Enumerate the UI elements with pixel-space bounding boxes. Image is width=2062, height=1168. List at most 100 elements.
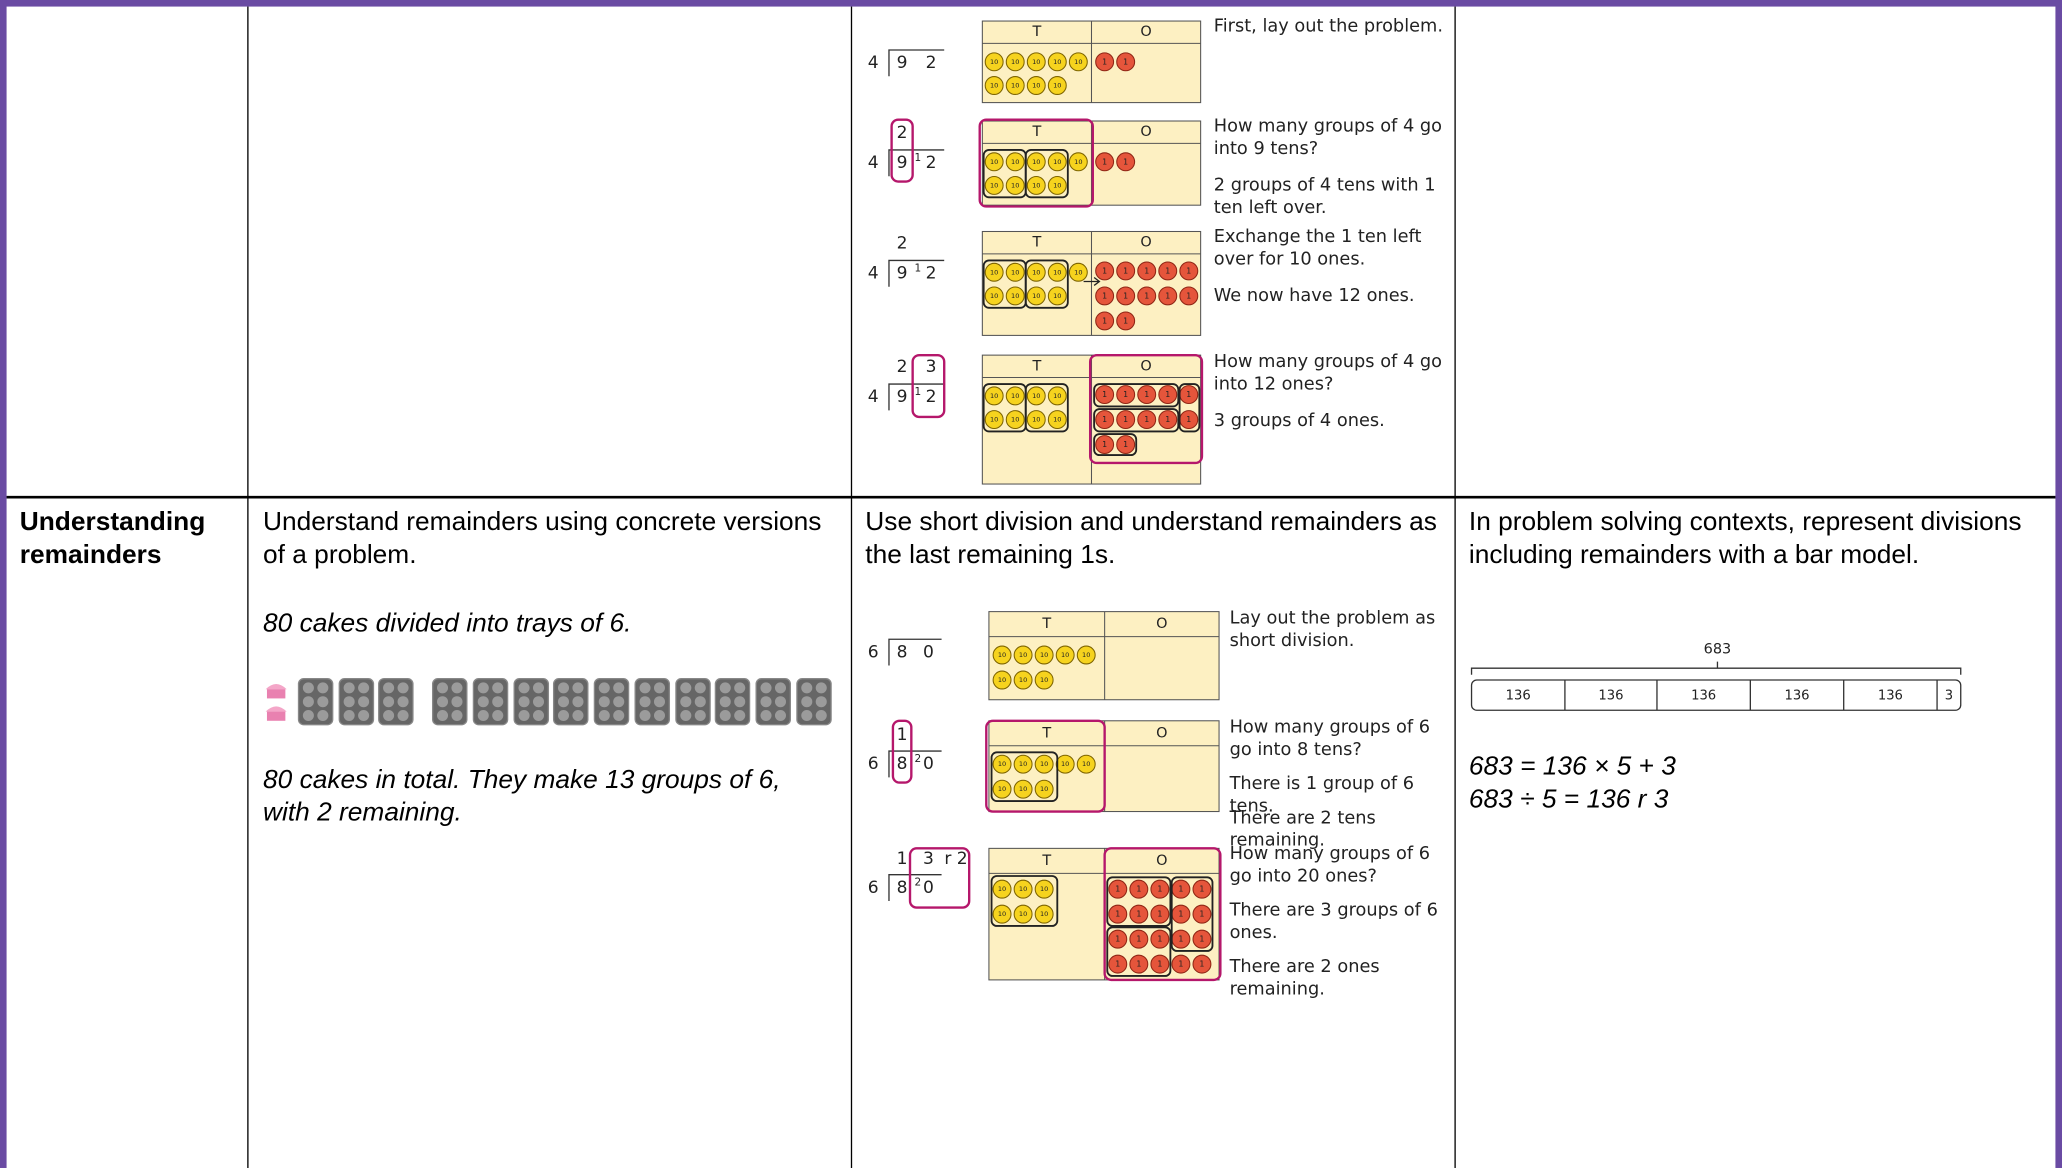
- tray-hole: [572, 709, 584, 722]
- tray-hole: [518, 696, 530, 708]
- tray-hole: [613, 696, 625, 708]
- ten-counter: [984, 386, 1004, 406]
- one-counter: [1137, 261, 1157, 281]
- division-bracket: [888, 49, 945, 77]
- ten-counter: [984, 410, 1004, 430]
- one-counter: [1137, 385, 1157, 405]
- highlight: [891, 719, 913, 784]
- counter-label: 1: [1186, 390, 1191, 399]
- counter-label: 1: [1102, 291, 1107, 300]
- step-note: 2 groups of 4 tens with 1 ten left over.: [1213, 174, 1436, 219]
- ten-counter: [1034, 904, 1054, 924]
- step-note: First, lay out the problem.: [1213, 15, 1444, 37]
- counter-label: 1: [1123, 266, 1128, 275]
- one-counter: [1171, 954, 1191, 974]
- one-counter: [1129, 954, 1149, 974]
- step-note: We now have 12 ones.: [1213, 285, 1415, 307]
- step-note: How many groups of 4 go into 9 tens?: [1213, 115, 1443, 160]
- dividend-digit: 2: [926, 53, 937, 73]
- tray-hole: [613, 682, 625, 694]
- one-counter: [1158, 385, 1178, 405]
- tray-hole: [815, 682, 827, 694]
- ten-counter: [1047, 262, 1067, 282]
- group-outline: [1178, 383, 1201, 433]
- step-note: How many groups of 4 go into 12 ones?: [1213, 351, 1443, 395]
- counter-label: 10: [1040, 785, 1048, 793]
- border: [0, 0, 2062, 7]
- counter-label: 1: [1178, 960, 1183, 969]
- counter-label: 1: [1165, 415, 1170, 424]
- exchange-digit: 2: [915, 877, 922, 889]
- column-header: O: [1140, 124, 1151, 140]
- counter-label: 1: [1102, 415, 1107, 424]
- ten-counter: [1047, 286, 1067, 306]
- counter-label: 10: [1053, 81, 1061, 89]
- counter-label: 10: [1019, 676, 1027, 684]
- quotient-digit: 3: [926, 357, 937, 377]
- counter-label: 10: [1019, 885, 1027, 893]
- counter-label: 10: [1032, 158, 1040, 166]
- ten-counter: [992, 670, 1012, 690]
- division-bracket: [888, 750, 942, 778]
- counter-label: 1: [1115, 885, 1120, 894]
- divisor: 6: [868, 878, 879, 898]
- counter-label: 10: [1040, 760, 1048, 768]
- counter-label: 10: [1032, 268, 1040, 276]
- tray-hole: [358, 709, 370, 722]
- dividend-digit: 8: [897, 878, 908, 898]
- tray-hole: [302, 682, 314, 694]
- counter-label: 10: [1019, 785, 1027, 793]
- counter-label: 10: [1061, 651, 1069, 659]
- one-counter: [1116, 410, 1136, 430]
- counter-label: 1: [1136, 910, 1141, 919]
- highlight: [908, 847, 971, 909]
- counter-label: 10: [1074, 58, 1082, 66]
- group-outline: [1093, 408, 1180, 433]
- counter-label: 10: [1061, 760, 1069, 768]
- highlight: [911, 353, 946, 419]
- counter-label: 1: [1123, 316, 1128, 325]
- divisor: 4: [868, 387, 879, 407]
- one-counter: [1116, 261, 1136, 281]
- column-header: T: [1041, 725, 1051, 741]
- group-outline: [990, 751, 1059, 802]
- exchange-digit: 2: [915, 753, 922, 765]
- one-counter: [1108, 954, 1128, 974]
- ten-counter: [984, 175, 1004, 195]
- tray-hole: [557, 682, 570, 694]
- one-counter: [1192, 929, 1212, 949]
- counter-label: 1: [1199, 885, 1204, 894]
- counter-label: 1: [1144, 415, 1149, 424]
- one-counter: [1095, 385, 1115, 405]
- border: [2055, 0, 2062, 1168]
- ten-counter: [1026, 76, 1046, 95]
- ten-counter: [1034, 779, 1054, 799]
- highlight: [978, 118, 1094, 208]
- exchange-digit: 1: [915, 152, 922, 164]
- one-counter: [1129, 904, 1149, 924]
- divisor: 4: [868, 153, 879, 173]
- ten-counter: [1013, 645, 1033, 665]
- tray-hole: [358, 696, 370, 708]
- column-header: T: [1041, 616, 1051, 632]
- column-header: O: [1140, 24, 1151, 40]
- counter-label: 10: [990, 158, 998, 166]
- tray-hole: [343, 696, 355, 708]
- step-note: Exchange the 1 ten left over for 10 ones…: [1213, 226, 1422, 270]
- ten-counter: [1005, 52, 1025, 72]
- tray-hole: [302, 696, 314, 708]
- one-counter: [1129, 929, 1149, 949]
- tray-hole: [815, 696, 827, 708]
- tray-hole: [694, 682, 706, 694]
- step-note: Lay out the problem as short division.: [1229, 607, 1436, 652]
- one-counter: [1095, 152, 1115, 172]
- ten-counter: [1047, 386, 1067, 406]
- counter-label: 1: [1136, 960, 1141, 969]
- one-counter: [1116, 52, 1136, 72]
- ten-counter: [1026, 52, 1046, 72]
- counter-label: 10: [990, 81, 998, 89]
- counter-label: 10: [990, 292, 998, 300]
- one-counter: [1137, 410, 1157, 430]
- tray-hole: [801, 682, 813, 694]
- cell-intro: In problem solving contexts, represent d…: [1468, 507, 2022, 570]
